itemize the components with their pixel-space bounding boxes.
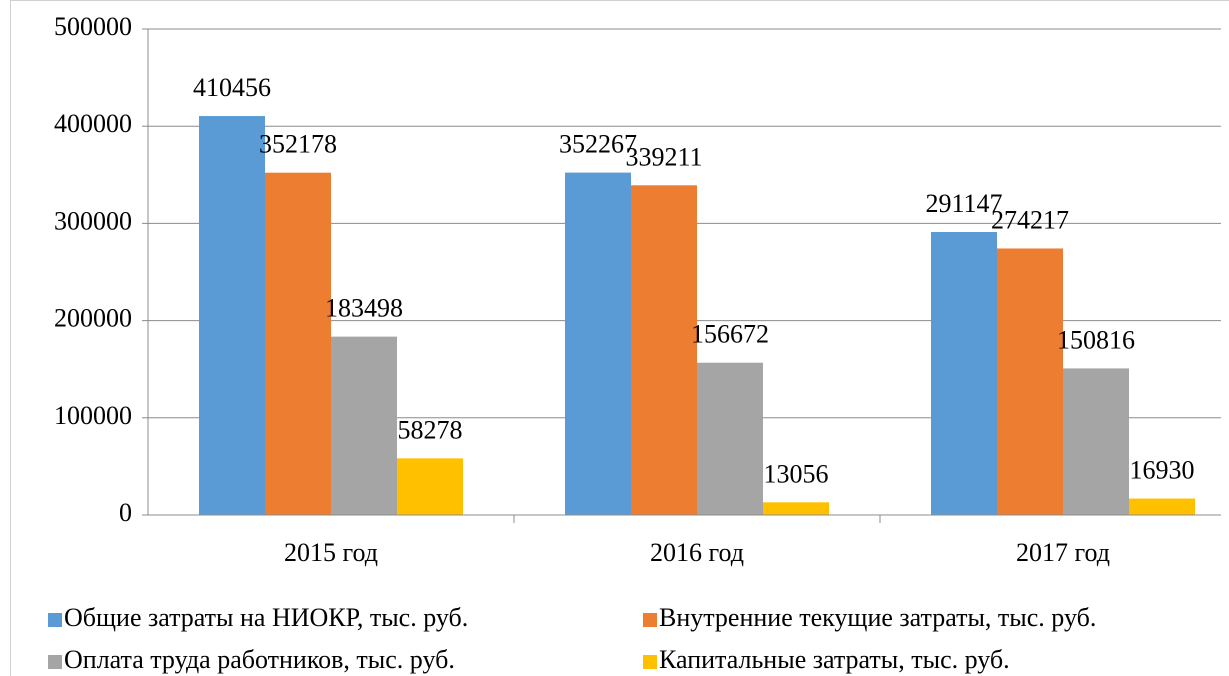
legend-label: Общие затраты на НИОКР, тыс. руб.: [64, 603, 468, 632]
bar: [763, 502, 829, 515]
legend-swatch: [48, 655, 62, 669]
y-tick-label: 400000: [54, 109, 132, 138]
bar: [397, 458, 463, 515]
bar: [1063, 368, 1129, 515]
data-label: 13056: [764, 459, 829, 488]
data-label: 274217: [991, 205, 1069, 234]
x-tick-label: 2015 год: [284, 538, 378, 567]
data-label: 156672: [691, 320, 769, 349]
bar: [997, 248, 1063, 516]
legend-swatch: [643, 655, 657, 669]
x-tick-label: 2016 год: [650, 538, 744, 567]
y-tick-label: 300000: [54, 206, 132, 235]
bar: [199, 116, 265, 515]
chart-frame: [10, 0, 1229, 676]
data-label: 183498: [325, 294, 403, 323]
legend-swatch: [48, 613, 62, 627]
data-label: 352178: [259, 130, 337, 159]
data-label: 339211: [625, 142, 702, 171]
bar: [631, 185, 697, 515]
bar: [331, 336, 397, 515]
y-tick-label: 0: [119, 498, 132, 527]
bar: [697, 362, 763, 515]
bar: [1129, 498, 1195, 515]
x-tick-label: 2017 год: [1016, 538, 1110, 567]
legend-swatch: [643, 613, 657, 627]
y-tick-label: 500000: [54, 12, 132, 41]
y-tick-label: 100000: [54, 401, 132, 430]
data-label: 58278: [398, 415, 463, 444]
data-label: 410456: [193, 73, 271, 102]
y-tick-label: 200000: [54, 304, 132, 333]
bar: [265, 172, 331, 515]
data-label: 352267: [559, 130, 637, 159]
legend-label: Капитальные затраты, тыс. руб.: [659, 645, 1010, 674]
legend-label: Внутренние текущие затраты, тыс. руб.: [659, 603, 1096, 632]
bar: [931, 232, 997, 515]
legend-label: Оплата труда работников, тыс. руб.: [64, 645, 455, 674]
data-label: 16930: [1130, 456, 1195, 485]
data-label: 291147: [925, 189, 1002, 218]
data-label: 150816: [1057, 325, 1135, 354]
bar: [565, 172, 631, 515]
